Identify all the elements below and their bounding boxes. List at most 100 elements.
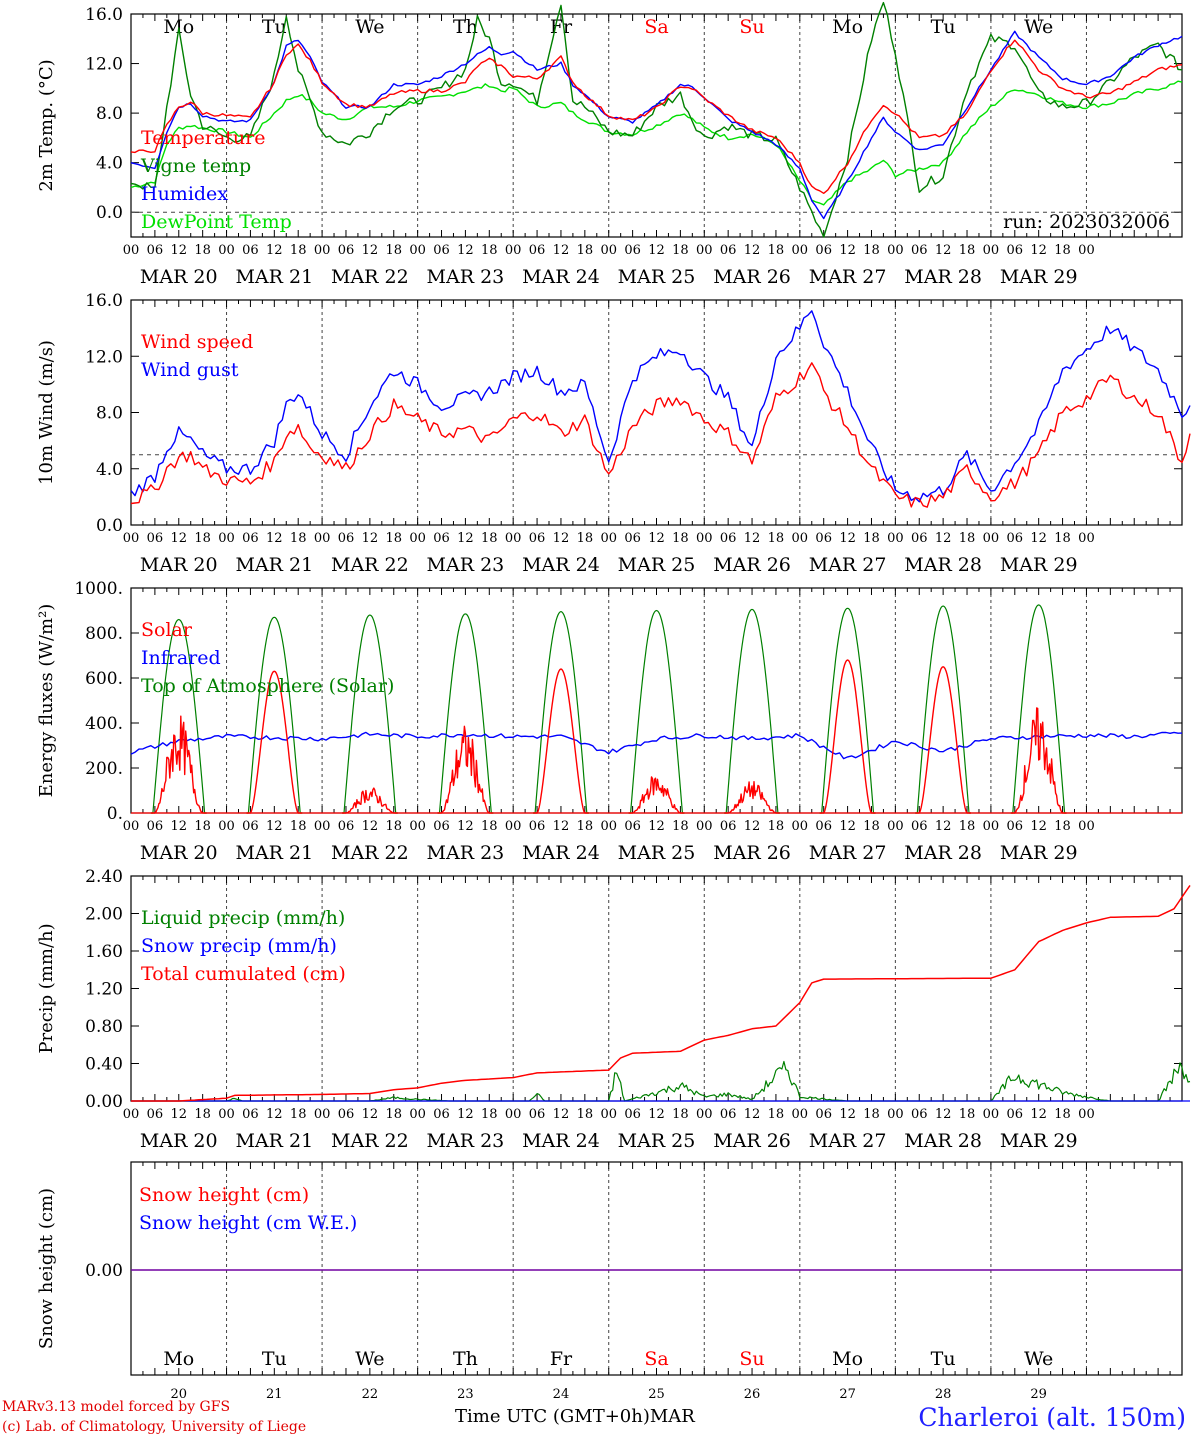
hour-tick-label: 18 bbox=[1054, 1107, 1071, 1122]
hour-tick-label: 18 bbox=[1054, 819, 1071, 834]
date-label: MAR 24 bbox=[522, 1130, 600, 1152]
day-number: 22 bbox=[362, 1387, 379, 1402]
hour-tick-label: 00 bbox=[600, 531, 617, 546]
legend-entry: Snow precip (mm/h) bbox=[141, 935, 337, 957]
y-tick-label: 1.20 bbox=[85, 980, 123, 1000]
hour-tick-label: 06 bbox=[911, 1107, 928, 1122]
date-label: MAR 23 bbox=[427, 842, 505, 864]
hour-tick-label: 12 bbox=[839, 531, 856, 546]
model-credit: MARv3.13 model forced by GFS bbox=[2, 1399, 231, 1415]
hour-tick-label: 18 bbox=[768, 819, 785, 834]
date-label: MAR 27 bbox=[809, 266, 887, 288]
hour-tick-label: 18 bbox=[577, 531, 594, 546]
date-label: MAR 29 bbox=[1000, 1130, 1078, 1152]
toa-solar-arch bbox=[724, 608, 780, 814]
solar-day-curve bbox=[533, 668, 589, 814]
hour-tick-label: 06 bbox=[815, 531, 832, 546]
date-label: MAR 25 bbox=[618, 554, 696, 576]
solar-day-curve bbox=[724, 781, 780, 814]
y-tick-label: 2.40 bbox=[85, 867, 123, 887]
hour-tick-label: 00 bbox=[983, 531, 1000, 546]
legend-entry: Snow height (cm) bbox=[139, 1184, 309, 1206]
hour-tick-label: 06 bbox=[815, 243, 832, 258]
hour-tick-label: 00 bbox=[887, 1107, 904, 1122]
hour-tick-label: 12 bbox=[457, 1107, 474, 1122]
solar-day-curve bbox=[819, 659, 876, 814]
toa-solar-arch bbox=[342, 614, 398, 814]
hour-tick-label: 18 bbox=[768, 1107, 785, 1122]
y-tick-label: 600. bbox=[85, 669, 123, 689]
hour-tick-label: 06 bbox=[338, 819, 355, 834]
hour-tick-label: 06 bbox=[1007, 819, 1024, 834]
hour-tick-label: 12 bbox=[457, 243, 474, 258]
hour-tick-label: 12 bbox=[170, 243, 187, 258]
date-label: MAR 24 bbox=[522, 842, 600, 864]
hour-tick-label: 18 bbox=[194, 819, 211, 834]
weekday-label: Sa bbox=[644, 1348, 668, 1370]
hour-tick-label: 12 bbox=[362, 1107, 379, 1122]
station-label: Charleroi (alt. 150m) bbox=[918, 1403, 1186, 1432]
legend-entry: DewPoint Temp bbox=[141, 211, 292, 233]
hour-tick-label: 00 bbox=[123, 531, 140, 546]
hour-tick-label: 00 bbox=[696, 819, 713, 834]
series-total-cumulated bbox=[131, 884, 1191, 1102]
hour-tick-label: 18 bbox=[481, 819, 498, 834]
hour-tick-label: 06 bbox=[433, 243, 450, 258]
hour-tick-label: 18 bbox=[481, 531, 498, 546]
date-label: MAR 24 bbox=[522, 554, 600, 576]
hour-tick-label: 00 bbox=[409, 1107, 426, 1122]
y-tick-label: 0. bbox=[107, 804, 123, 824]
date-label: MAR 26 bbox=[713, 842, 791, 864]
date-label: MAR 23 bbox=[427, 554, 505, 576]
hour-tick-label: 12 bbox=[266, 819, 283, 834]
hour-tick-label: 12 bbox=[935, 1107, 952, 1122]
toa-solar-arch bbox=[819, 607, 876, 814]
solar-day-curve bbox=[915, 666, 971, 814]
hour-tick-label: 18 bbox=[863, 243, 880, 258]
day-number: 24 bbox=[553, 1387, 570, 1402]
date-label: MAR 25 bbox=[618, 1130, 696, 1152]
hour-tick-label: 00 bbox=[1078, 819, 1095, 834]
hour-tick-label: 00 bbox=[1078, 531, 1095, 546]
hour-tick-label: 06 bbox=[815, 1107, 832, 1122]
date-label: MAR 25 bbox=[618, 266, 696, 288]
weekday-label: Sa bbox=[644, 16, 668, 38]
date-label: MAR 20 bbox=[140, 266, 218, 288]
hour-tick-label: 18 bbox=[290, 819, 307, 834]
hour-tick-label: 00 bbox=[792, 243, 809, 258]
hour-tick-label: 12 bbox=[266, 1107, 283, 1122]
hour-tick-label: 00 bbox=[983, 243, 1000, 258]
panel-wind: 00 06 12 18 00 06 12 18 00 06 12 18 00 06 12 18 00 06 12 18… bbox=[36, 291, 1183, 576]
hour-tick-label: 06 bbox=[1007, 1107, 1024, 1122]
hour-tick-label: 00 bbox=[314, 819, 331, 834]
hour-tick-label: 06 bbox=[624, 819, 641, 834]
hour-tick-label: 12 bbox=[553, 531, 570, 546]
hour-tick-label: 18 bbox=[481, 243, 498, 258]
y-tick-label: 12.0 bbox=[85, 347, 123, 367]
legend-entry: Wind gust bbox=[141, 359, 239, 381]
hour-tick-label: 18 bbox=[577, 243, 594, 258]
y-tick-label: 12.0 bbox=[85, 55, 123, 75]
y-tick-label: 0.0 bbox=[96, 516, 123, 536]
hour-tick-label: 12 bbox=[839, 819, 856, 834]
y-tick-label: 1.60 bbox=[85, 942, 123, 962]
hour-tick-label: 00 bbox=[983, 1107, 1000, 1122]
hour-tick-label: 00 bbox=[505, 1107, 522, 1122]
y-axis-label: Energy fluxes (W/m²) bbox=[36, 604, 57, 798]
date-label: MAR 21 bbox=[235, 842, 313, 864]
hour-tick-label: 06 bbox=[1007, 243, 1024, 258]
hour-tick-label: 06 bbox=[720, 819, 737, 834]
date-label: MAR 21 bbox=[235, 1130, 313, 1152]
hour-tick-label: 18 bbox=[577, 819, 594, 834]
weekday-label: Th bbox=[453, 16, 478, 38]
solar-day-curve bbox=[246, 670, 303, 814]
y-tick-label: 0.0 bbox=[96, 203, 123, 223]
hour-tick-label: 18 bbox=[672, 243, 689, 258]
hour-tick-label: 12 bbox=[839, 243, 856, 258]
hour-tick-label: 06 bbox=[242, 1107, 259, 1122]
lab-credit: (c) Lab. of Climatology, University of L… bbox=[2, 1419, 307, 1435]
day-number: 23 bbox=[457, 1387, 474, 1402]
hour-tick-label: 12 bbox=[935, 531, 952, 546]
hour-tick-label: 12 bbox=[266, 531, 283, 546]
